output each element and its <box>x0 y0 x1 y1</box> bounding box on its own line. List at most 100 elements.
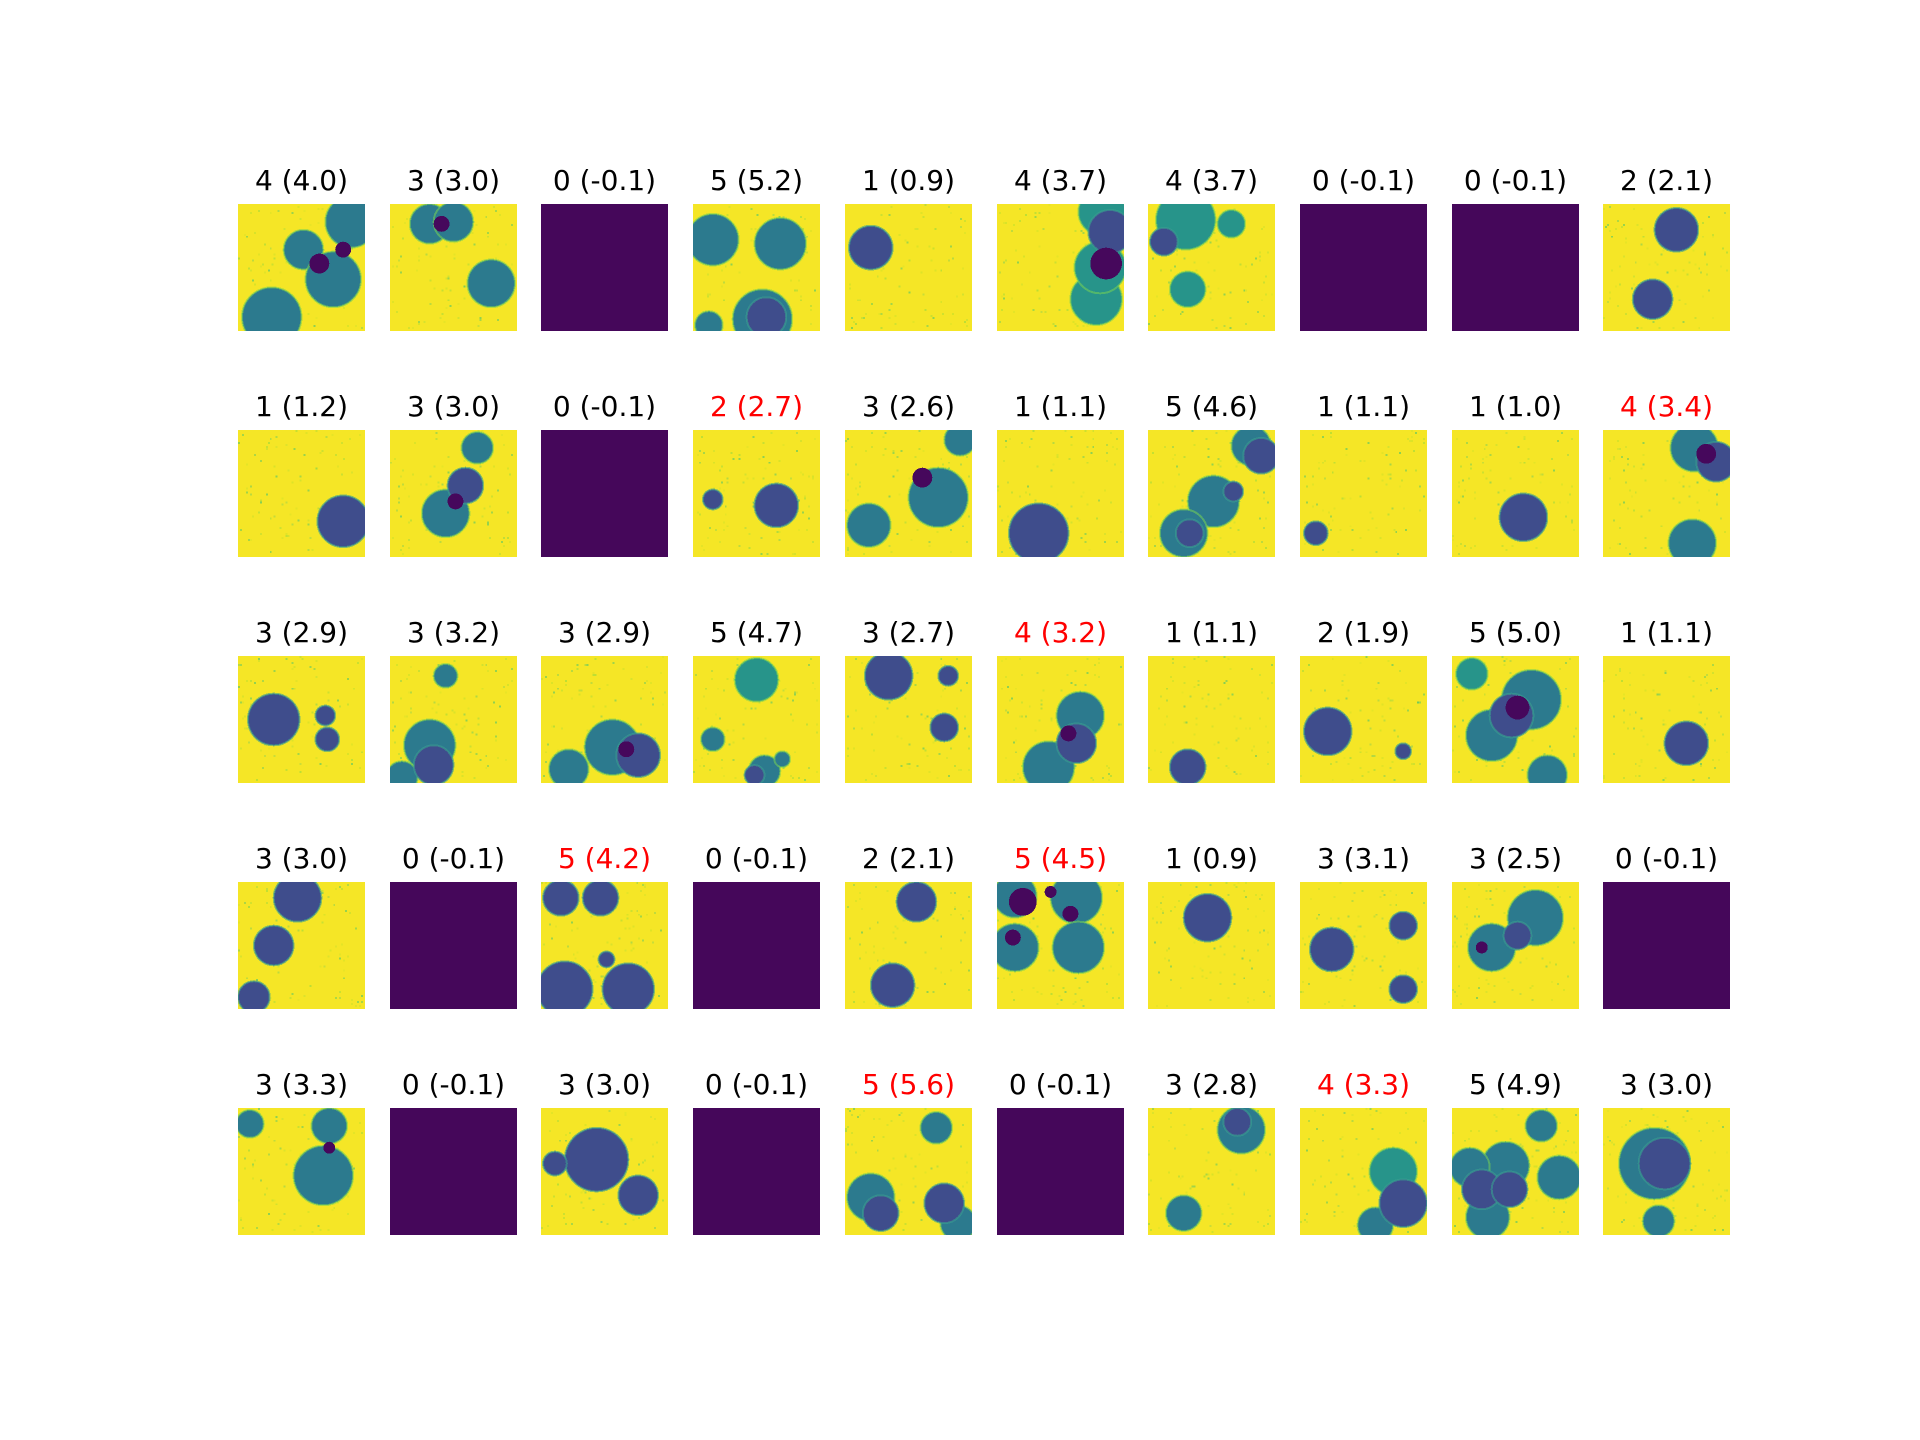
noise-pixel <box>251 279 254 282</box>
noise-pixel <box>419 483 422 486</box>
noise-pixel <box>1503 977 1506 980</box>
noise-pixel <box>710 669 713 672</box>
noise-pixel <box>936 919 939 922</box>
noise-pixel <box>568 1131 571 1134</box>
noise-pixel <box>868 967 871 970</box>
noise-pixel <box>1527 1197 1530 1200</box>
noise-pixel <box>1239 773 1242 776</box>
noise-pixel <box>998 211 1001 214</box>
noise-pixel <box>1235 773 1238 776</box>
noise-pixel <box>1163 445 1166 448</box>
noise-pixel <box>746 477 749 480</box>
noise-pixel <box>1219 537 1222 540</box>
noise-pixel <box>341 943 344 946</box>
noise-pixel <box>884 447 887 450</box>
noise-pixel <box>1327 511 1330 514</box>
noise-pixel <box>1311 505 1314 508</box>
noise-pixel <box>602 1203 605 1206</box>
noise-pixel <box>1632 509 1635 512</box>
noise-pixel <box>1668 1127 1671 1130</box>
noise-pixel <box>1459 465 1462 468</box>
blob-sample-image <box>1148 882 1275 1009</box>
noise-pixel <box>880 269 883 272</box>
noise-pixel <box>343 969 346 972</box>
noise-pixel <box>1116 437 1119 440</box>
noise-pixel <box>578 891 581 894</box>
noise-pixel <box>1359 747 1362 750</box>
noise-pixel <box>864 951 867 954</box>
noise-pixel <box>1720 1195 1723 1198</box>
noise-pixel <box>1452 945 1454 948</box>
noise-pixel <box>245 491 248 494</box>
noise-pixel <box>239 663 242 666</box>
noise-pixel <box>1321 435 1324 438</box>
noise-pixel <box>297 929 300 932</box>
noise-pixel <box>1110 965 1113 968</box>
cell-title: 0 (-0.1) <box>1614 842 1719 875</box>
noise-pixel <box>1658 327 1661 330</box>
noise-pixel <box>1672 497 1675 500</box>
noise-pixel <box>1684 1217 1687 1220</box>
noise-pixel <box>273 465 276 468</box>
noise-pixel <box>1002 293 1005 296</box>
noise-pixel <box>1505 657 1508 660</box>
noise-pixel <box>1575 1151 1578 1154</box>
noise-pixel <box>541 1227 543 1230</box>
noise-pixel <box>1477 987 1480 990</box>
noise-pixel <box>784 687 787 690</box>
noise-pixel <box>1698 1129 1701 1132</box>
cell-title: 3 (3.3) <box>254 1068 349 1101</box>
noise-pixel <box>632 925 635 928</box>
noise-pixel <box>343 977 346 980</box>
noise-pixel <box>816 771 819 774</box>
noise-pixel <box>850 317 853 320</box>
noise-pixel <box>249 539 252 542</box>
noise-pixel <box>1263 491 1266 494</box>
noise-pixel <box>497 243 500 246</box>
noise-pixel <box>391 729 394 732</box>
noise-pixel <box>584 1191 587 1194</box>
noise-pixel <box>1533 461 1536 464</box>
blob-circle-navy <box>869 962 916 1009</box>
noise-pixel <box>1634 775 1637 778</box>
noise-pixel <box>1307 1119 1310 1122</box>
noise-pixel <box>1207 1173 1210 1176</box>
noise-pixel <box>471 731 474 734</box>
noise-pixel <box>311 735 314 738</box>
noise-pixel <box>1064 991 1067 994</box>
noise-pixel <box>1485 979 1488 982</box>
noise-pixel <box>890 551 893 554</box>
noise-pixel <box>850 1131 853 1134</box>
noise-pixel <box>243 727 246 730</box>
blob-sample-image <box>1603 656 1730 783</box>
noise-pixel <box>846 1108 849 1110</box>
noise-pixel <box>1004 675 1007 678</box>
noise-pixel <box>632 1219 635 1222</box>
noise-pixel <box>463 725 466 728</box>
noise-pixel <box>1603 679 1605 682</box>
noise-pixel <box>752 477 755 480</box>
blob-sample-image <box>1300 882 1427 1009</box>
noise-pixel <box>1100 885 1103 888</box>
noise-pixel <box>1539 473 1542 476</box>
blob-circle-navy <box>937 664 960 687</box>
noise-pixel <box>1654 261 1657 264</box>
noise-pixel <box>1118 997 1121 1000</box>
noise-pixel <box>239 1219 242 1222</box>
noise-pixel <box>1108 773 1111 776</box>
noise-pixel <box>447 455 450 458</box>
noise-pixel <box>1712 663 1715 666</box>
noise-pixel <box>802 227 805 230</box>
noise-pixel <box>752 501 755 504</box>
noise-pixel <box>1207 1151 1210 1154</box>
noise-pixel <box>1116 889 1119 892</box>
noise-pixel <box>407 521 410 524</box>
noise-pixel <box>1527 1181 1530 1184</box>
noise-pixel <box>1481 461 1484 464</box>
noise-pixel <box>890 699 893 702</box>
noise-pixel <box>1351 549 1354 552</box>
noise-pixel <box>1219 465 1222 468</box>
noise-pixel <box>1263 225 1266 228</box>
noise-pixel <box>351 999 354 1002</box>
noise-pixel <box>1519 1143 1522 1146</box>
